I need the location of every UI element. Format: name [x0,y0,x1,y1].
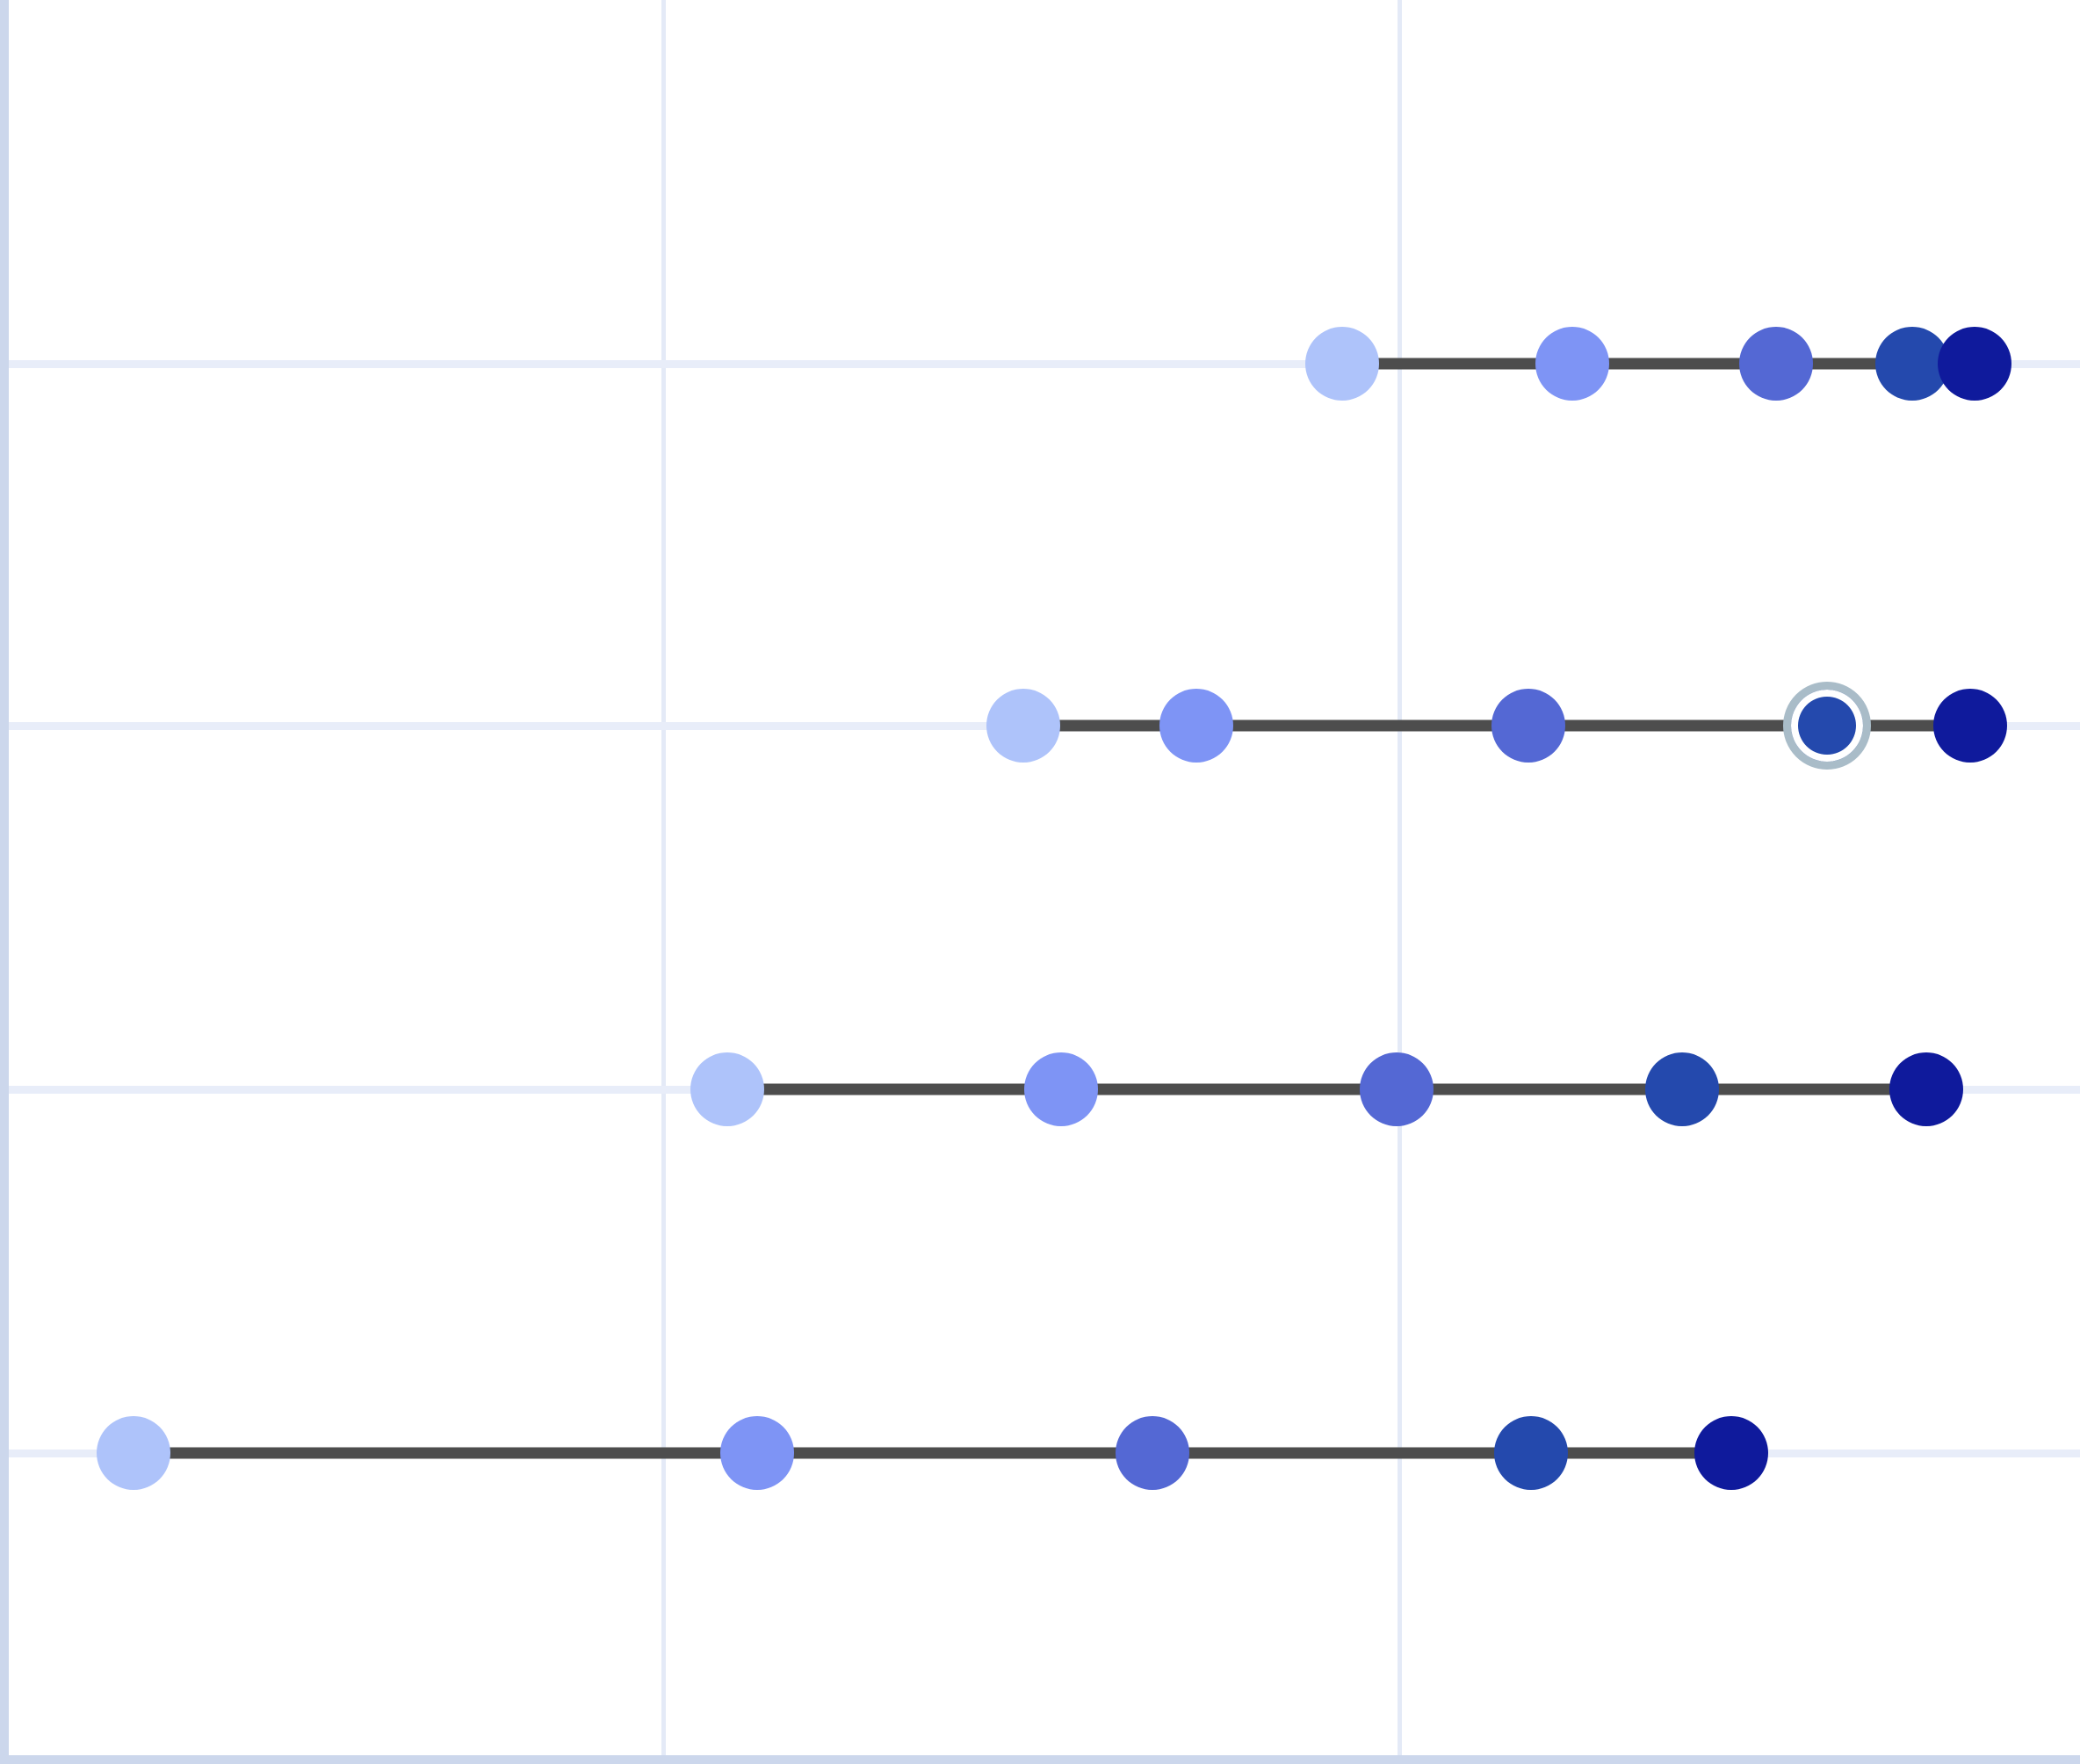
data-dot[interactable] [1494,1416,1568,1490]
connector-segment [1196,719,1528,732]
data-dot[interactable] [1305,327,1379,401]
data-dot[interactable] [720,1416,794,1490]
connector-segment [1682,1083,1926,1095]
connector-segment [1061,1083,1397,1095]
data-dot[interactable] [1024,1052,1098,1126]
gridline-vertical-1 [1398,0,1402,1764]
data-dot[interactable] [1645,1052,1719,1126]
data-dot[interactable] [1889,1052,1963,1126]
connector-segment [727,1083,1061,1095]
data-dot[interactable] [690,1052,764,1126]
axis-spine-left [0,0,9,1764]
data-dot[interactable] [1694,1416,1768,1490]
data-dot[interactable] [1116,1416,1189,1490]
data-dot[interactable] [1938,327,2011,401]
data-dot[interactable] [1875,327,1949,401]
connector-segment [757,1447,1152,1459]
connector-segment [1572,358,1776,370]
gridline-vertical-0 [661,0,666,1764]
data-dot[interactable] [1739,327,1813,401]
data-dot[interactable] [97,1416,170,1490]
data-dot[interactable] [1535,327,1609,401]
data-dot[interactable] [1933,689,2007,763]
gridline-horizontal-0 [9,360,2080,368]
data-dot[interactable] [986,689,1060,763]
data-dot-selected[interactable] [1790,689,1864,763]
axis-spine-bottom [0,1755,2080,1764]
connector-segment [1152,1447,1531,1459]
connector-segment [1023,719,1196,732]
data-dot[interactable] [1360,1052,1434,1126]
data-dot[interactable] [1491,689,1565,763]
connector-segment [1528,719,1827,732]
connector-segment [1531,1447,1731,1459]
connector-segment [1342,358,1572,370]
data-dot[interactable] [1159,689,1233,763]
connector-segment [134,1447,757,1459]
connector-segment [1397,1083,1682,1095]
